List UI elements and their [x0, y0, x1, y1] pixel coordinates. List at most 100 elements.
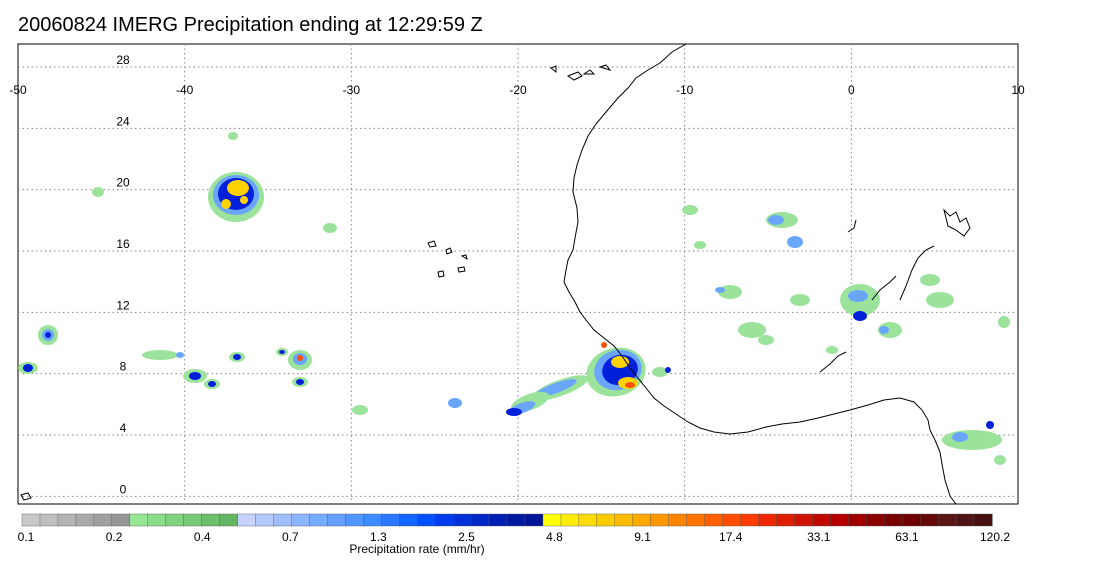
- graticule: [18, 44, 1018, 504]
- lake-shoreline: [943, 208, 971, 237]
- colorbar-tick-label: 17.4: [719, 530, 743, 544]
- sao-tome-island: [20, 492, 32, 501]
- rain-cell: [665, 367, 671, 373]
- longitude-label: -50: [9, 83, 27, 97]
- colorbar-swatch: [434, 513, 454, 527]
- rain-cell: [942, 430, 1002, 450]
- colorbar-swatch: [470, 513, 490, 527]
- rain-cell: [986, 421, 994, 429]
- colorbar-tick-label: 0.1: [18, 530, 35, 544]
- colorbar-swatch: [183, 513, 203, 527]
- colorbar-swatch: [955, 513, 975, 527]
- colorbar-swatch: [937, 513, 957, 527]
- colorbar-swatch: [740, 513, 760, 527]
- river-network: [819, 219, 935, 373]
- rain-cell: [694, 241, 706, 249]
- latitude-label: 28: [116, 53, 130, 67]
- colorbar-swatch: [147, 513, 167, 527]
- colorbar-swatch: [75, 513, 95, 527]
- rain-cell: [920, 274, 940, 286]
- colorbar-tick-label: 33.1: [807, 530, 831, 544]
- colorbar-swatch: [830, 513, 849, 527]
- colorbar-tick-label: 0.2: [106, 530, 123, 544]
- rain-cell: [240, 196, 248, 204]
- longitude-label: 10: [1011, 83, 1025, 97]
- colorbar-swatch: [776, 513, 796, 527]
- cape-verde-islands: [427, 240, 468, 278]
- colorbar-swatch: [57, 513, 77, 527]
- rain-cell: [228, 132, 238, 140]
- colorbar-tick-label: 0.7: [282, 530, 299, 544]
- colorbar-tick-label: 120.2: [980, 530, 1010, 544]
- rain-cell: [738, 322, 766, 338]
- colorbar-swatch: [632, 513, 652, 527]
- longitude-label: 0: [848, 83, 855, 97]
- rain-cell: [208, 381, 216, 387]
- rain-cell: [296, 379, 304, 385]
- colorbar-tick-label: 4.8: [546, 530, 563, 544]
- colorbar-swatch: [596, 513, 616, 527]
- colorbar-tick-label: 9.1: [634, 530, 651, 544]
- rain-cell: [715, 287, 725, 293]
- latitude-label: 24: [116, 114, 130, 128]
- rain-cell: [768, 215, 784, 225]
- colorbar-swatch: [668, 513, 688, 527]
- rain-cell: [142, 350, 178, 360]
- colorbar-tick-label: 0.4: [194, 530, 211, 544]
- axis-labels: -50 -40 -30 -20 -10 0 10 28 24 20 16 12 8 4 0: [9, 53, 1025, 496]
- colorbar-tick-label: 2.5: [458, 530, 475, 544]
- rain-cell: [848, 290, 868, 302]
- colorbar-swatch: [381, 513, 400, 527]
- colorbar-swatch: [722, 513, 742, 527]
- colorbar-swatch: [488, 513, 508, 527]
- colorbar-swatch: [578, 513, 598, 527]
- colorbar-swatch: [866, 513, 885, 527]
- rain-cell: [176, 352, 184, 358]
- map-title: 20060824 IMERG Precipitation ending at 1…: [18, 14, 483, 36]
- rain-cell: [994, 455, 1006, 465]
- colorbar-swatch: [291, 513, 311, 527]
- rain-cell: [323, 223, 337, 233]
- colorbar-swatch: [363, 513, 382, 527]
- rain-cell: [448, 398, 462, 408]
- colorbar-swatch: [452, 513, 472, 527]
- latitude-label: 4: [120, 421, 127, 435]
- colorbar-swatch: [219, 513, 239, 527]
- longitude-label: -20: [509, 83, 527, 97]
- colorbar-swatch: [542, 513, 562, 527]
- colorbar-swatch: [273, 513, 293, 527]
- rain-cell: [625, 382, 635, 388]
- longitude-label: -10: [676, 83, 694, 97]
- rain-cell: [998, 316, 1010, 328]
- colorbar-swatch: [165, 513, 185, 527]
- colorbar-swatch: [345, 513, 364, 527]
- colorbar-swatch: [919, 513, 939, 527]
- latitude-label: 0: [120, 482, 127, 496]
- canary-islands: [550, 64, 612, 81]
- colorbar-swatch: [111, 513, 131, 527]
- colorbar-label: Precipitation rate (mm/hr): [349, 542, 484, 556]
- colorbar-swatch: [255, 513, 275, 527]
- latitude-label: 12: [116, 298, 130, 312]
- coastline: [20, 43, 971, 505]
- rain-cell: [952, 432, 968, 442]
- colorbar-swatch: [758, 513, 778, 527]
- colorbar-swatch: [848, 513, 867, 527]
- colorbar-swatch: [614, 513, 634, 527]
- colorbar-swatches: [21, 513, 993, 527]
- colorbar-swatch: [416, 513, 436, 527]
- rain-cell: [227, 180, 249, 196]
- rain-cell: [758, 335, 774, 345]
- colorbar-swatch: [812, 513, 831, 527]
- rain-cell: [23, 364, 33, 372]
- colorbar-swatch: [129, 513, 149, 527]
- colorbar-swatch: [686, 513, 706, 527]
- colorbar-swatch: [309, 513, 328, 527]
- latitude-label: 20: [116, 176, 130, 190]
- colorbar-swatch: [506, 513, 526, 527]
- colorbar-swatch: [884, 513, 903, 527]
- rain-cell: [233, 354, 241, 360]
- colorbar-swatch: [973, 513, 993, 527]
- colorbar-swatch: [704, 513, 724, 527]
